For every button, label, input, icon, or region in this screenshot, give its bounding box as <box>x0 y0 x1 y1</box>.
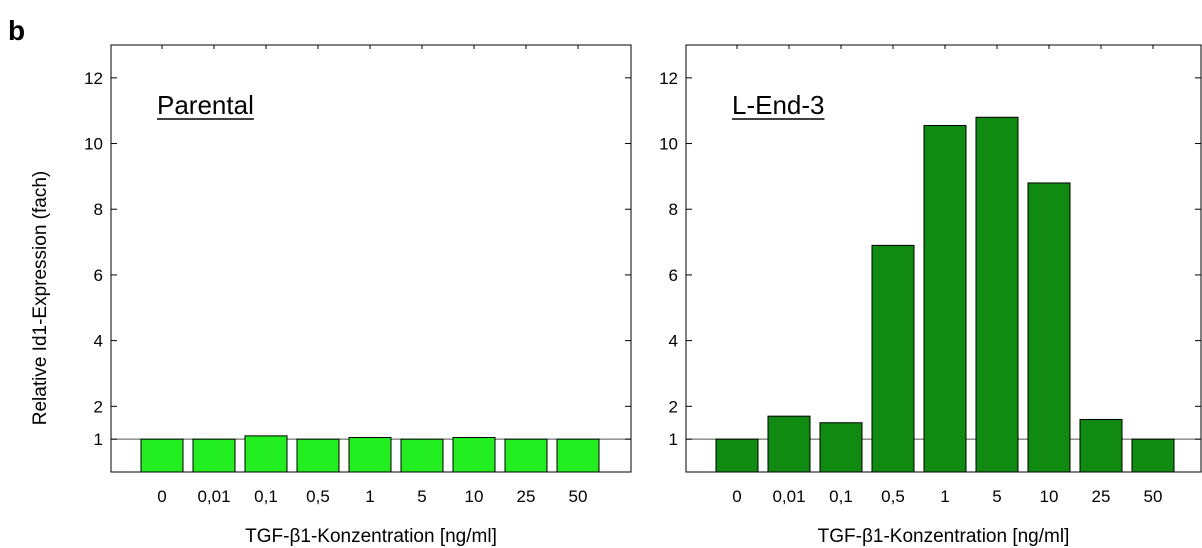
bar <box>871 244 915 473</box>
y-tick-label: 10 <box>84 135 103 154</box>
y-tick-label: 10 <box>659 135 678 154</box>
y-tick-label: 6 <box>94 266 103 285</box>
x-tick-label: 50 <box>1144 487 1163 506</box>
bar <box>975 116 1019 473</box>
y-tick-label: 8 <box>94 200 103 219</box>
figure-letter: b <box>8 15 25 46</box>
bar <box>140 438 184 473</box>
panel-label: Parental <box>157 90 254 120</box>
bar <box>715 438 759 473</box>
y-tick-label: 12 <box>84 69 103 88</box>
x-tick-label: 0,5 <box>881 487 905 506</box>
bar <box>348 437 392 473</box>
y-axis-title: Relative Id1-Expression (fach) <box>30 171 51 426</box>
bar <box>192 438 236 473</box>
x-tick-label: 0,5 <box>306 487 330 506</box>
x-tick-label: 0,01 <box>197 487 230 506</box>
x-tick-label: 0 <box>732 487 741 506</box>
x-tick-label: 0,01 <box>772 487 805 506</box>
y-tick-label: 6 <box>669 266 678 285</box>
bar <box>923 124 967 473</box>
bar <box>1079 418 1123 473</box>
x-tick-label: 0,1 <box>254 487 278 506</box>
y-tick-label: 8 <box>669 200 678 219</box>
y-tick-label: 2 <box>94 397 103 416</box>
x-axis-title: TGF-β1-Konzentration [ng/ml] <box>245 526 497 547</box>
x-tick-label: 1 <box>365 487 374 506</box>
bar <box>819 422 863 473</box>
bar <box>1027 182 1071 473</box>
x-tick-label: 10 <box>465 487 484 506</box>
y-tick-label: 4 <box>669 332 678 351</box>
bar <box>1131 438 1175 473</box>
x-tick-label: 0,1 <box>829 487 853 506</box>
panel-label: L-End-3 <box>732 90 825 120</box>
x-tick-label: 25 <box>517 487 536 506</box>
bar <box>504 438 548 473</box>
x-tick-label: 1 <box>940 487 949 506</box>
bar <box>767 415 811 473</box>
bar <box>400 438 444 473</box>
bar <box>556 438 600 473</box>
bar <box>296 438 340 473</box>
y-tick-label: 1 <box>669 430 678 449</box>
x-tick-label: 50 <box>569 487 588 506</box>
x-tick-label: 0 <box>157 487 166 506</box>
x-tick-label: 5 <box>992 487 1001 506</box>
x-tick-label: 5 <box>417 487 426 506</box>
y-tick-label: 12 <box>659 69 678 88</box>
y-tick-label: 1 <box>94 430 103 449</box>
x-tick-label: 10 <box>1040 487 1059 506</box>
bar <box>452 437 496 473</box>
x-axis-title: TGF-β1-Konzentration [ng/ml] <box>818 526 1070 547</box>
x-tick-label: 25 <box>1092 487 1111 506</box>
y-tick-label: 4 <box>94 332 103 351</box>
y-tick-label: 2 <box>669 397 678 416</box>
bar <box>244 435 288 473</box>
